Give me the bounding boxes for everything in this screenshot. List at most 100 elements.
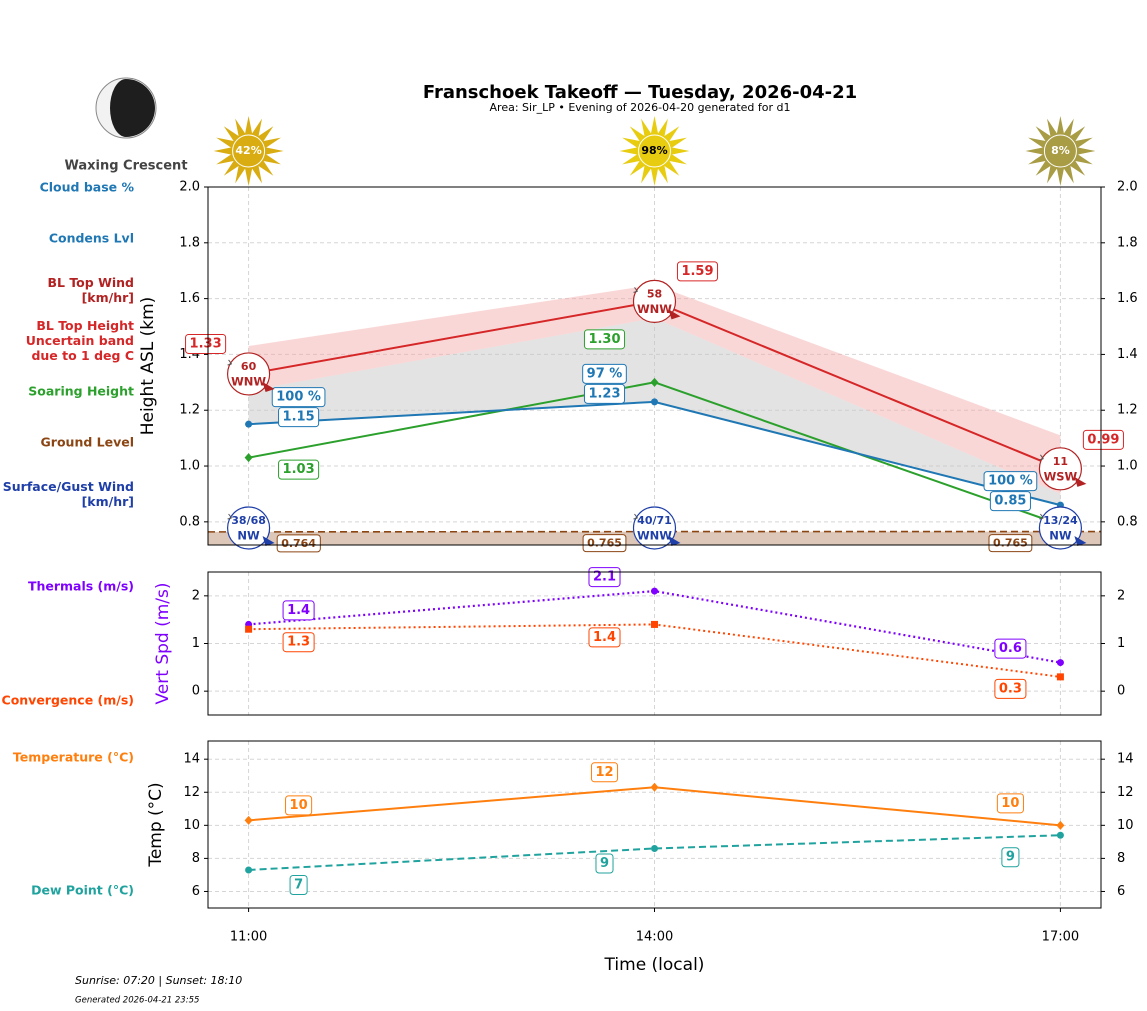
chart-subtitle: Area: Sir_LP • Evening of 2026-04-20 gen… [490,101,791,114]
x-tick-label: 11:00 [230,930,267,945]
value-label-group: 0.765 [582,534,627,553]
wind-barb [1039,454,1044,461]
text-line: [km/hr] [82,494,134,509]
legend-label: Condens Lvl [49,231,134,246]
marker [651,398,658,406]
y-tick-label: 14 [183,752,200,767]
wind-circle [1038,506,1083,550]
plot-frame [207,740,1102,909]
value-label-group: 100 % [271,387,326,408]
value-label-group: 7 [289,874,308,895]
value-label-group: 1.23 [583,383,626,404]
marker [650,782,659,792]
sun-label: 98% [641,144,667,157]
legend-label: Dew Point (°C) [31,883,134,898]
value-label-group: 1.3 [282,632,315,653]
value-label: 9 [600,856,609,871]
text-line: BL Top Wind [47,275,134,290]
y-tick-label-right: 1 [1117,636,1125,651]
value-label: 1.4 [593,630,616,645]
y-tick-label: 2 [192,588,200,603]
plot-frame [207,571,1102,716]
value-label: 0.765 [587,537,622,550]
y-axis-label: Height ASL (km) [138,297,158,436]
value-label-box [994,638,1027,659]
value-label-group: 100 % [983,471,1038,492]
wind-speed: 38/68 [231,514,266,527]
x-tick-label: 14:00 [636,930,673,945]
marker [245,625,253,633]
moon-phase: Waxing Crescent [64,159,187,174]
wind-speed: 11 [1053,455,1068,468]
value-label-group: 0.85 [989,491,1031,512]
value-label-group: 9 [595,853,614,874]
y-tick-label-right: 1.0 [1117,459,1138,474]
value-label-box [285,795,313,816]
value-label: 0.3 [999,681,1022,696]
value-label: 0.765 [993,537,1028,550]
generated-note: Generated 2026-04-21 23:55 [75,996,199,1006]
value-label-box [989,491,1031,512]
text-line: Surface/Gust Wind [3,479,134,494]
value-label: 10 [290,798,308,813]
value-label-box [271,387,326,408]
sun-disc [1043,134,1077,168]
text-line: BL Top Height [36,318,134,333]
marker [244,815,253,825]
marker [650,377,659,387]
text-line: Uncertain band [26,333,134,348]
value-label-box [994,678,1027,699]
value-label: 1.23 [588,386,620,401]
value-label: 100 % [988,474,1033,489]
value-label-group: 1.4 [588,627,621,648]
legend-label: BL Top Height Uncertain band due to 1 deg … [26,318,134,363]
marker [1056,831,1064,839]
value-label-box [595,853,614,874]
y-tick-label: 6 [192,884,200,899]
y-tick-label-right: 6 [1117,884,1125,899]
value-label: 1.03 [283,462,315,477]
plot-frame [207,186,1102,546]
y-tick-label-right: 1.6 [1117,291,1138,306]
wind-speed: 40/71 [637,514,672,527]
wind-circle [226,352,271,396]
cloud-area [248,318,1061,506]
y-tick-label-right: 2 [1117,588,1125,603]
wind-barb [633,513,638,520]
wind-circle [1038,447,1083,491]
wind-barb [227,359,232,366]
y-tick-label: 1.2 [179,403,200,418]
wind-arrow [1074,536,1087,546]
value-label-box [582,534,627,553]
y-tick-label: 10 [183,818,200,833]
marker [651,844,658,852]
wind-direction: NW [237,529,260,543]
wind-circle [632,279,677,324]
value-label-group: 97 % [582,363,627,384]
marker [1056,673,1064,681]
value-label: 100 % [276,390,321,405]
sun-disc [638,134,671,168]
value-label-box [588,627,621,648]
y-tick-label-right: 1.4 [1117,347,1138,362]
y-tick-label-right: 0 [1117,684,1125,699]
value-label-group: 0.6 [994,638,1027,659]
value-label-box [590,762,619,783]
x-axis-label: Time (local) [604,955,705,975]
value-label-group: 10 [996,793,1024,814]
value-label: 0.99 [1087,432,1119,447]
value-label-group: 1.03 [278,459,320,480]
legend-label: BL Top Wind [km/hr] [47,275,134,305]
value-label-box [583,329,626,350]
value-label-group: 0.3 [994,678,1027,699]
y-tick-label: 1.6 [179,291,200,306]
wind-direction: WSW [1044,469,1078,483]
value-label: 1.15 [283,410,315,425]
y-tick-label-right: 1.2 [1117,403,1138,418]
value-label: 97 % [587,366,623,381]
wind-arrow [262,536,275,546]
value-label: 1.59 [681,264,713,279]
value-label: 1.4 [287,603,310,618]
value-label: 0.764 [281,537,316,550]
marker [1056,659,1064,667]
